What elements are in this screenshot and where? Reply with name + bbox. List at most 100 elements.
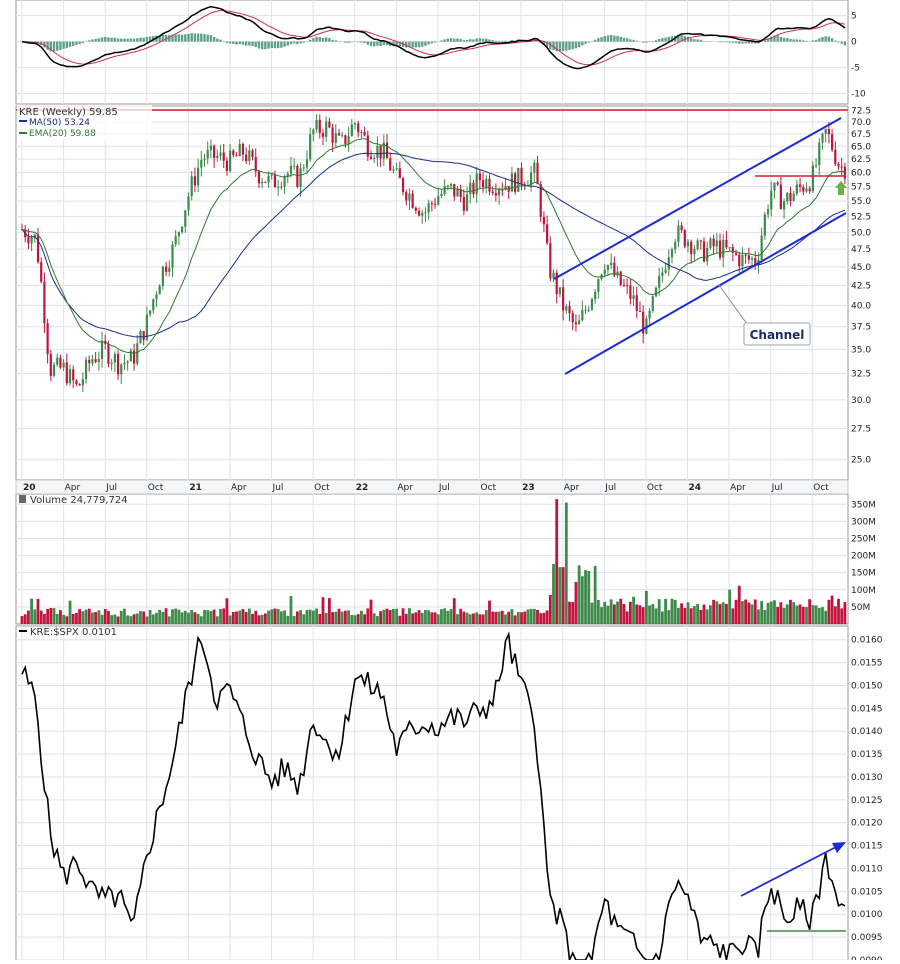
volume-bar bbox=[443, 608, 446, 624]
candle-body bbox=[98, 359, 100, 362]
macd-histogram-bar bbox=[383, 42, 385, 45]
macd-histogram-bar bbox=[815, 40, 817, 42]
volume-bar bbox=[434, 612, 437, 624]
price-y-tick: 55.0 bbox=[851, 197, 871, 207]
volume-bar bbox=[210, 611, 213, 624]
volume-bar bbox=[280, 611, 283, 624]
candle-body bbox=[440, 194, 442, 196]
volume-bar bbox=[783, 608, 786, 624]
candle-body bbox=[380, 146, 382, 159]
volume-bar bbox=[113, 614, 116, 624]
price-y-tick: 25.0 bbox=[851, 456, 871, 466]
candle-body bbox=[232, 151, 234, 156]
volume-bar bbox=[466, 613, 469, 624]
candle-body bbox=[59, 358, 61, 368]
volume-bar bbox=[197, 614, 200, 624]
macd-histogram-bar bbox=[360, 42, 362, 43]
candle-body bbox=[729, 247, 731, 248]
candle-body bbox=[437, 196, 439, 205]
volume-bar bbox=[414, 612, 417, 624]
ratio-y-tick: 0.0155 bbox=[851, 659, 883, 669]
candle-body bbox=[242, 144, 244, 155]
ratio-y-tick: 0.0115 bbox=[851, 842, 883, 852]
candle-body bbox=[213, 145, 215, 157]
macd-histogram-bar bbox=[194, 34, 196, 42]
candle-body bbox=[127, 361, 129, 362]
ratio-y-tick: 0.0130 bbox=[851, 773, 883, 783]
macd-histogram-bar bbox=[296, 42, 298, 45]
price-y-tick: 40.0 bbox=[851, 302, 871, 312]
volume-bar bbox=[264, 613, 267, 624]
macd-histogram-bar bbox=[693, 39, 695, 41]
candle-body bbox=[623, 285, 625, 286]
volume-bar bbox=[286, 616, 289, 624]
volume-bar bbox=[133, 614, 136, 624]
candle-body bbox=[412, 193, 414, 207]
volume-bar bbox=[795, 606, 798, 624]
macd-histogram-bar bbox=[104, 37, 106, 42]
candle-body bbox=[91, 359, 93, 363]
candle-body bbox=[312, 129, 314, 134]
candle-body bbox=[706, 248, 708, 261]
candle-body bbox=[168, 268, 170, 272]
macd-histogram-bar bbox=[600, 37, 602, 42]
macd-histogram-bar bbox=[264, 42, 266, 50]
volume-bar bbox=[831, 596, 834, 624]
price-y-tick: 67.5 bbox=[851, 130, 871, 140]
volume-bar bbox=[219, 609, 222, 624]
macd-histogram-bar bbox=[424, 42, 426, 46]
candle-body bbox=[789, 193, 791, 201]
ratio-y-tick: 0.0125 bbox=[851, 796, 883, 806]
volume-bar bbox=[523, 612, 526, 624]
volume-bar bbox=[616, 602, 619, 624]
volume-bar bbox=[97, 610, 100, 624]
volume-bar bbox=[158, 610, 161, 624]
candle-body bbox=[207, 150, 209, 158]
volume-bar bbox=[354, 615, 357, 624]
volume-bar bbox=[760, 601, 763, 624]
candle-body bbox=[770, 191, 772, 210]
volume-bar bbox=[821, 607, 824, 624]
candle-body bbox=[261, 182, 263, 183]
candle-body bbox=[796, 185, 798, 194]
macd-histogram-bar bbox=[363, 42, 365, 43]
volume-bar bbox=[302, 614, 305, 624]
volume-bar bbox=[610, 599, 613, 624]
candle-body bbox=[245, 155, 247, 161]
volume-bar bbox=[424, 610, 427, 624]
volume-bar bbox=[81, 611, 84, 624]
candle-body bbox=[203, 159, 205, 160]
candle-body bbox=[690, 242, 692, 254]
volume-bar bbox=[808, 599, 811, 624]
candle-body bbox=[844, 167, 846, 179]
macd-y-tick: 5 bbox=[851, 12, 857, 22]
volume-bar bbox=[91, 612, 94, 624]
volume-bar bbox=[293, 616, 296, 624]
macd-histogram-bar bbox=[620, 37, 622, 42]
x-tick-label: Apr bbox=[730, 483, 746, 493]
x-tick-label: 24 bbox=[688, 483, 701, 493]
candle-body bbox=[517, 168, 519, 192]
macd-histogram-bar bbox=[191, 33, 193, 42]
candle-body bbox=[309, 134, 311, 159]
volume-bar bbox=[677, 608, 680, 624]
candle-body bbox=[485, 179, 487, 187]
candle-body bbox=[325, 121, 327, 136]
volume-bar bbox=[376, 616, 379, 624]
candle-body bbox=[748, 255, 750, 259]
candle-body bbox=[578, 320, 580, 324]
volume-bar bbox=[168, 616, 171, 624]
candle-body bbox=[162, 267, 164, 286]
candle-body bbox=[354, 123, 356, 124]
price-y-tick: 45.0 bbox=[851, 263, 871, 273]
volume-bar bbox=[334, 612, 337, 624]
candle-body bbox=[347, 136, 349, 144]
volume-bar bbox=[245, 612, 248, 624]
candle-body bbox=[267, 176, 269, 183]
volume-bar bbox=[587, 571, 590, 624]
volume-bar bbox=[594, 566, 597, 624]
candle-body bbox=[421, 213, 423, 216]
volume-bar bbox=[754, 599, 757, 624]
macd-histogram-bar bbox=[315, 37, 317, 42]
